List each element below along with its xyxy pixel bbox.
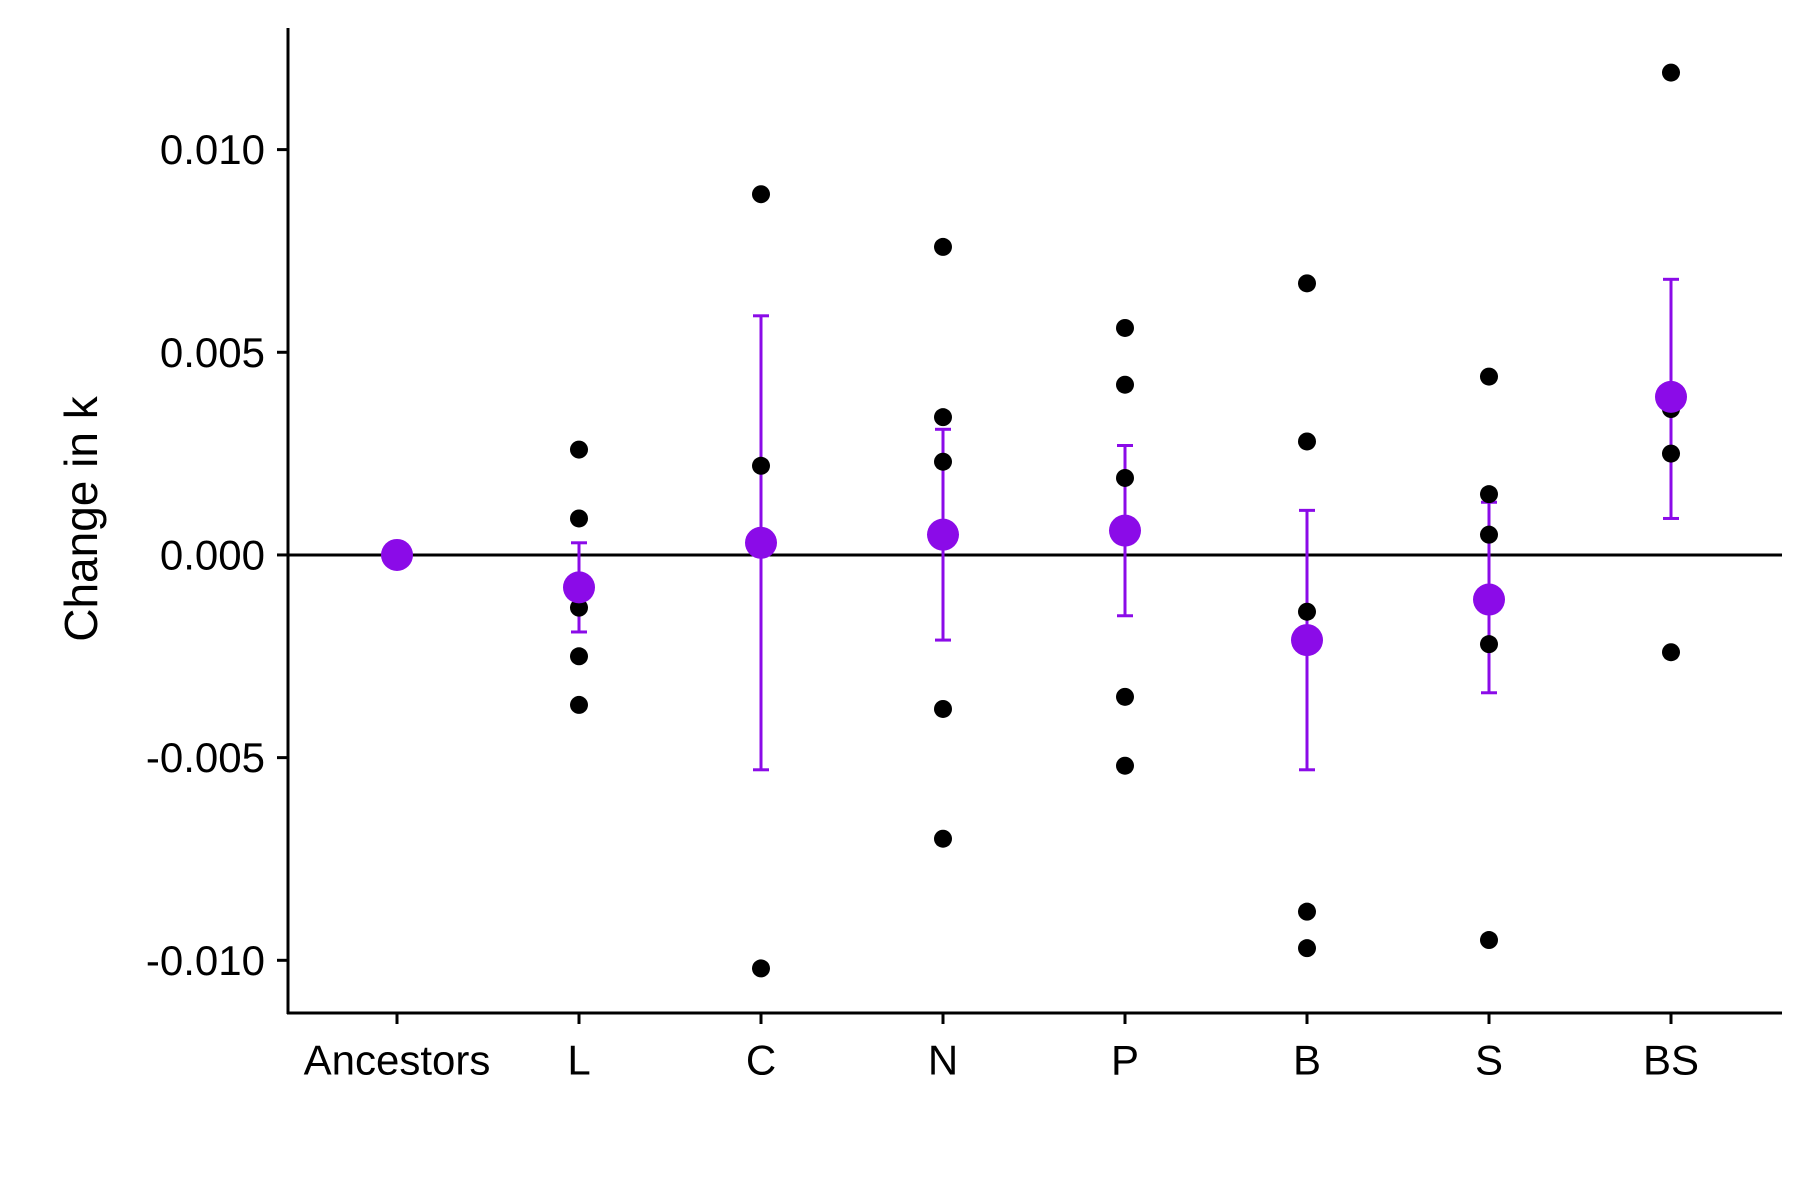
mean-point — [1109, 514, 1141, 547]
replicate-point — [752, 456, 770, 475]
replicate-point — [570, 695, 588, 714]
replicate-point — [1480, 367, 1498, 386]
replicate-point — [1116, 756, 1134, 775]
replicate-point — [1662, 643, 1680, 662]
replicate-point — [752, 185, 770, 204]
replicate-point — [570, 647, 588, 666]
x-ticks: Ancestors L C N P B S BS — [304, 1013, 1699, 1084]
replicate-point — [1298, 602, 1316, 621]
replicate-point — [1298, 432, 1316, 451]
replicate-point — [1662, 444, 1680, 463]
y-tick-label: -0.005 — [146, 734, 265, 781]
replicate-point — [934, 829, 952, 848]
mean-point — [1655, 380, 1687, 413]
replicate-point — [934, 237, 952, 256]
replicate-point — [1116, 468, 1134, 487]
replicate-point — [1116, 687, 1134, 706]
replicate-point — [934, 408, 952, 427]
replicate-point — [570, 509, 588, 528]
replicate-point — [1480, 525, 1498, 544]
plot-area: 0.010 0.005 0.000 -0.005 -0.010 Ancestors L C N… — [146, 28, 1782, 1084]
replicate-point — [1480, 931, 1498, 950]
replicate-point — [1662, 63, 1680, 82]
replicate-point — [1298, 274, 1316, 293]
mean-point — [745, 526, 777, 559]
replicate-point — [752, 959, 770, 978]
mean-point — [381, 538, 413, 571]
replicate-point — [1116, 318, 1134, 337]
mean-point — [563, 571, 595, 604]
y-ticks: 0.010 0.005 0.000 -0.005 -0.010 — [146, 126, 288, 984]
replicate-point — [934, 699, 952, 718]
y-tick-label: 0.010 — [160, 126, 265, 173]
y-tick-label: -0.010 — [146, 937, 265, 984]
x-tick-label: Ancestors — [304, 1037, 491, 1084]
mean-point — [927, 518, 959, 551]
replicate-point — [1298, 902, 1316, 921]
y-tick-label: 0.000 — [160, 531, 265, 578]
replicate-points — [570, 63, 1680, 978]
x-tick-label: S — [1475, 1037, 1503, 1084]
replicate-point — [934, 452, 952, 471]
x-tick-label: C — [746, 1037, 776, 1084]
y-tick-label: 0.005 — [160, 329, 265, 376]
x-tick-label: B — [1293, 1037, 1321, 1084]
replicate-point — [1480, 485, 1498, 504]
y-axis-title: Change in k — [55, 395, 107, 641]
mean-points — [381, 380, 1687, 657]
mean-point — [1291, 624, 1323, 657]
x-tick-label: L — [567, 1037, 590, 1084]
x-tick-label: BS — [1643, 1037, 1699, 1084]
x-tick-label: P — [1111, 1037, 1139, 1084]
mean-point — [1473, 583, 1505, 616]
replicate-point — [1116, 375, 1134, 394]
replicate-point — [1480, 635, 1498, 654]
replicate-point — [570, 598, 588, 617]
replicate-point — [1298, 939, 1316, 958]
x-tick-label: N — [928, 1037, 958, 1084]
replicate-point — [570, 440, 588, 459]
